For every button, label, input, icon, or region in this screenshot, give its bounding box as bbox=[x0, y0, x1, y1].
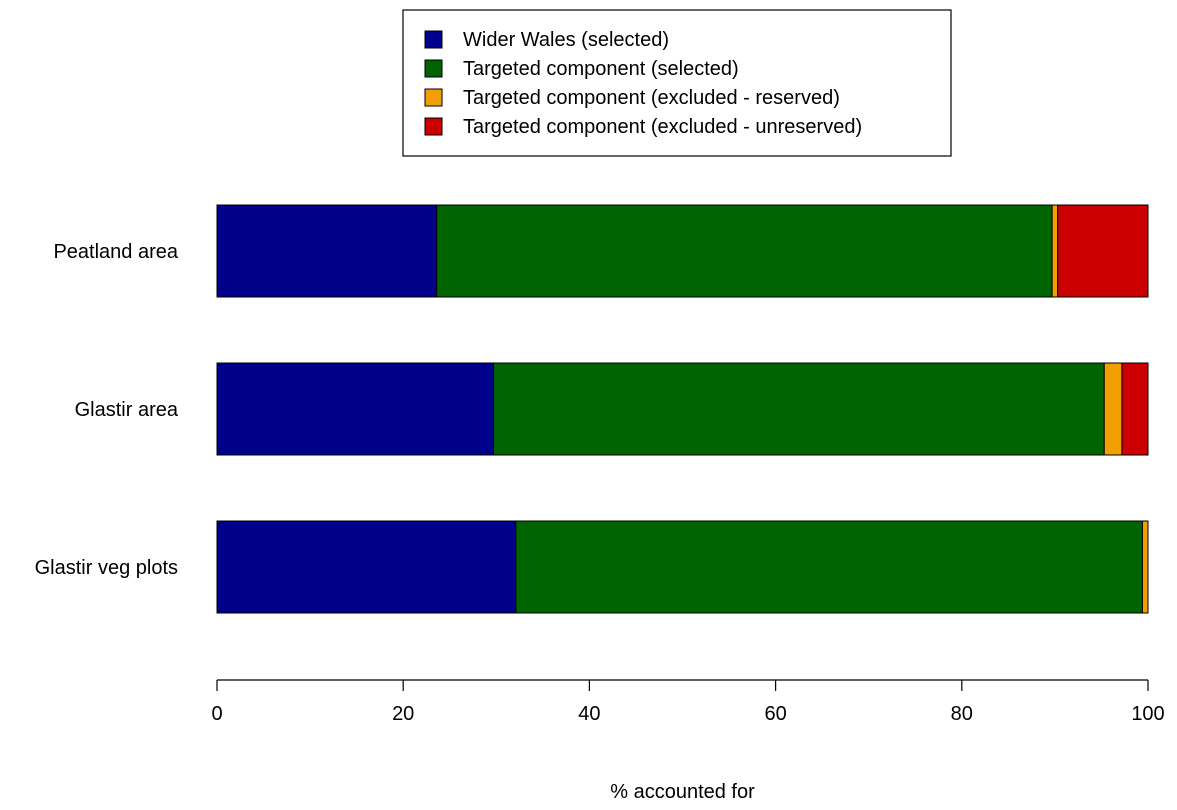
bar-glastir-area-targeted-component-selected bbox=[493, 362, 1105, 456]
legend-swatch-wider-wales-selected bbox=[424, 30, 443, 49]
bar-glastir-veg-plots-targeted-component-selected bbox=[515, 520, 1143, 614]
legend: Wider Wales (selected) Targeted component… bbox=[402, 9, 952, 157]
bar-glastir-veg-plots-targeted-component-excluded-reserved bbox=[1141, 520, 1149, 614]
x-tick-label-0: 0 bbox=[211, 703, 222, 725]
bar-glastir-area-targeted-component-excluded-unreserved bbox=[1121, 362, 1149, 456]
x-axis: 0 20 40 60 80 100 bbox=[211, 679, 1165, 725]
legend-swatch-targeted-component-excluded-unreserved bbox=[424, 117, 443, 136]
x-tick-label-60: 60 bbox=[764, 703, 786, 725]
x-tick-label-40: 40 bbox=[578, 703, 600, 725]
legend-swatch-targeted-component-selected bbox=[424, 59, 443, 78]
bar-glastir-veg-plots-wider-wales-selected bbox=[216, 520, 517, 614]
x-axis-title: % accounted for bbox=[610, 781, 755, 803]
legend-label-targeted-component-excluded-reserved: Targeted component (excluded - reserved) bbox=[463, 87, 840, 109]
bar-peatland-area-wider-wales-selected bbox=[216, 204, 438, 298]
legend-label-targeted-component-excluded-unreserved: Targeted component (excluded - unreserve… bbox=[463, 116, 862, 138]
bars: Peatland area Glastir area Glastir veg plo… bbox=[35, 204, 1149, 614]
category-label-glastir-area: Glastir area bbox=[75, 399, 179, 421]
category-label-peatland-area: Peatland area bbox=[53, 241, 178, 263]
x-tick-label-20: 20 bbox=[392, 703, 414, 725]
x-tick-label-80: 80 bbox=[951, 703, 973, 725]
bar-glastir-area-wider-wales-selected bbox=[216, 362, 495, 456]
bar-peatland-area-targeted-component-excluded-reserved bbox=[1051, 204, 1059, 298]
bar-peatland-area-targeted-component-excluded-unreserved bbox=[1057, 204, 1149, 298]
bar-peatland-area-targeted-component-selected bbox=[436, 204, 1053, 298]
x-tick-label-100: 100 bbox=[1131, 703, 1164, 725]
bar-glastir-area-targeted-component-excluded-reserved bbox=[1103, 362, 1123, 456]
legend-label-wider-wales-selected: Wider Wales (selected) bbox=[463, 29, 669, 51]
legend-swatch-targeted-component-excluded-reserved bbox=[424, 88, 443, 107]
legend-box bbox=[402, 9, 952, 157]
legend-label-targeted-component-selected: Targeted component (selected) bbox=[463, 58, 739, 80]
category-label-glastir-veg-plots: Glastir veg plots bbox=[35, 557, 178, 579]
